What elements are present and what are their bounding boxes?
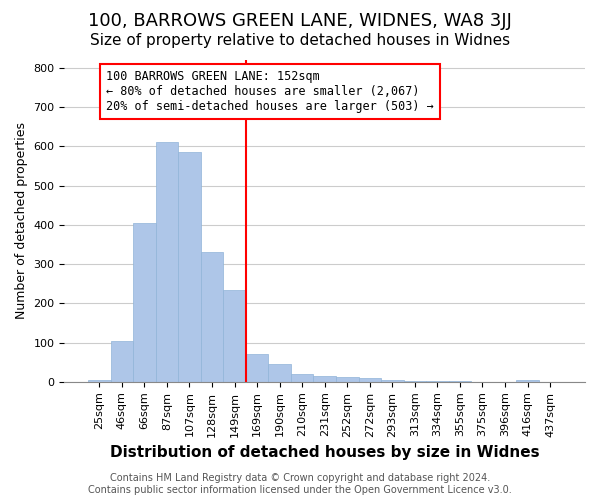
X-axis label: Distribution of detached houses by size in Widnes: Distribution of detached houses by size … (110, 445, 539, 460)
Bar (133, 223, 155, 382)
Bar (223, 290, 246, 382)
Y-axis label: Number of detached properties: Number of detached properties (15, 122, 28, 320)
Bar (426, 381, 449, 382)
Bar (291, 374, 313, 382)
Bar (359, 378, 381, 382)
Bar (313, 376, 336, 382)
Text: 100 BARROWS GREEN LANE: 152sqm
← 80% of detached houses are smaller (2,067)
20% : 100 BARROWS GREEN LANE: 152sqm ← 80% of … (106, 70, 434, 113)
Bar (516, 380, 539, 382)
Bar (336, 377, 359, 382)
Bar (201, 252, 223, 382)
Text: Contains HM Land Registry data © Crown copyright and database right 2024.
Contai: Contains HM Land Registry data © Crown c… (88, 474, 512, 495)
Bar (268, 364, 291, 382)
Text: Size of property relative to detached houses in Widnes: Size of property relative to detached ho… (90, 32, 510, 48)
Bar (381, 380, 404, 382)
Bar (178, 152, 201, 382)
Bar (404, 380, 426, 382)
Bar (155, 142, 178, 382)
Bar (110, 340, 133, 382)
Bar (88, 380, 110, 382)
Bar (246, 354, 268, 382)
Text: 100, BARROWS GREEN LANE, WIDNES, WA8 3JJ: 100, BARROWS GREEN LANE, WIDNES, WA8 3JJ (88, 12, 512, 30)
